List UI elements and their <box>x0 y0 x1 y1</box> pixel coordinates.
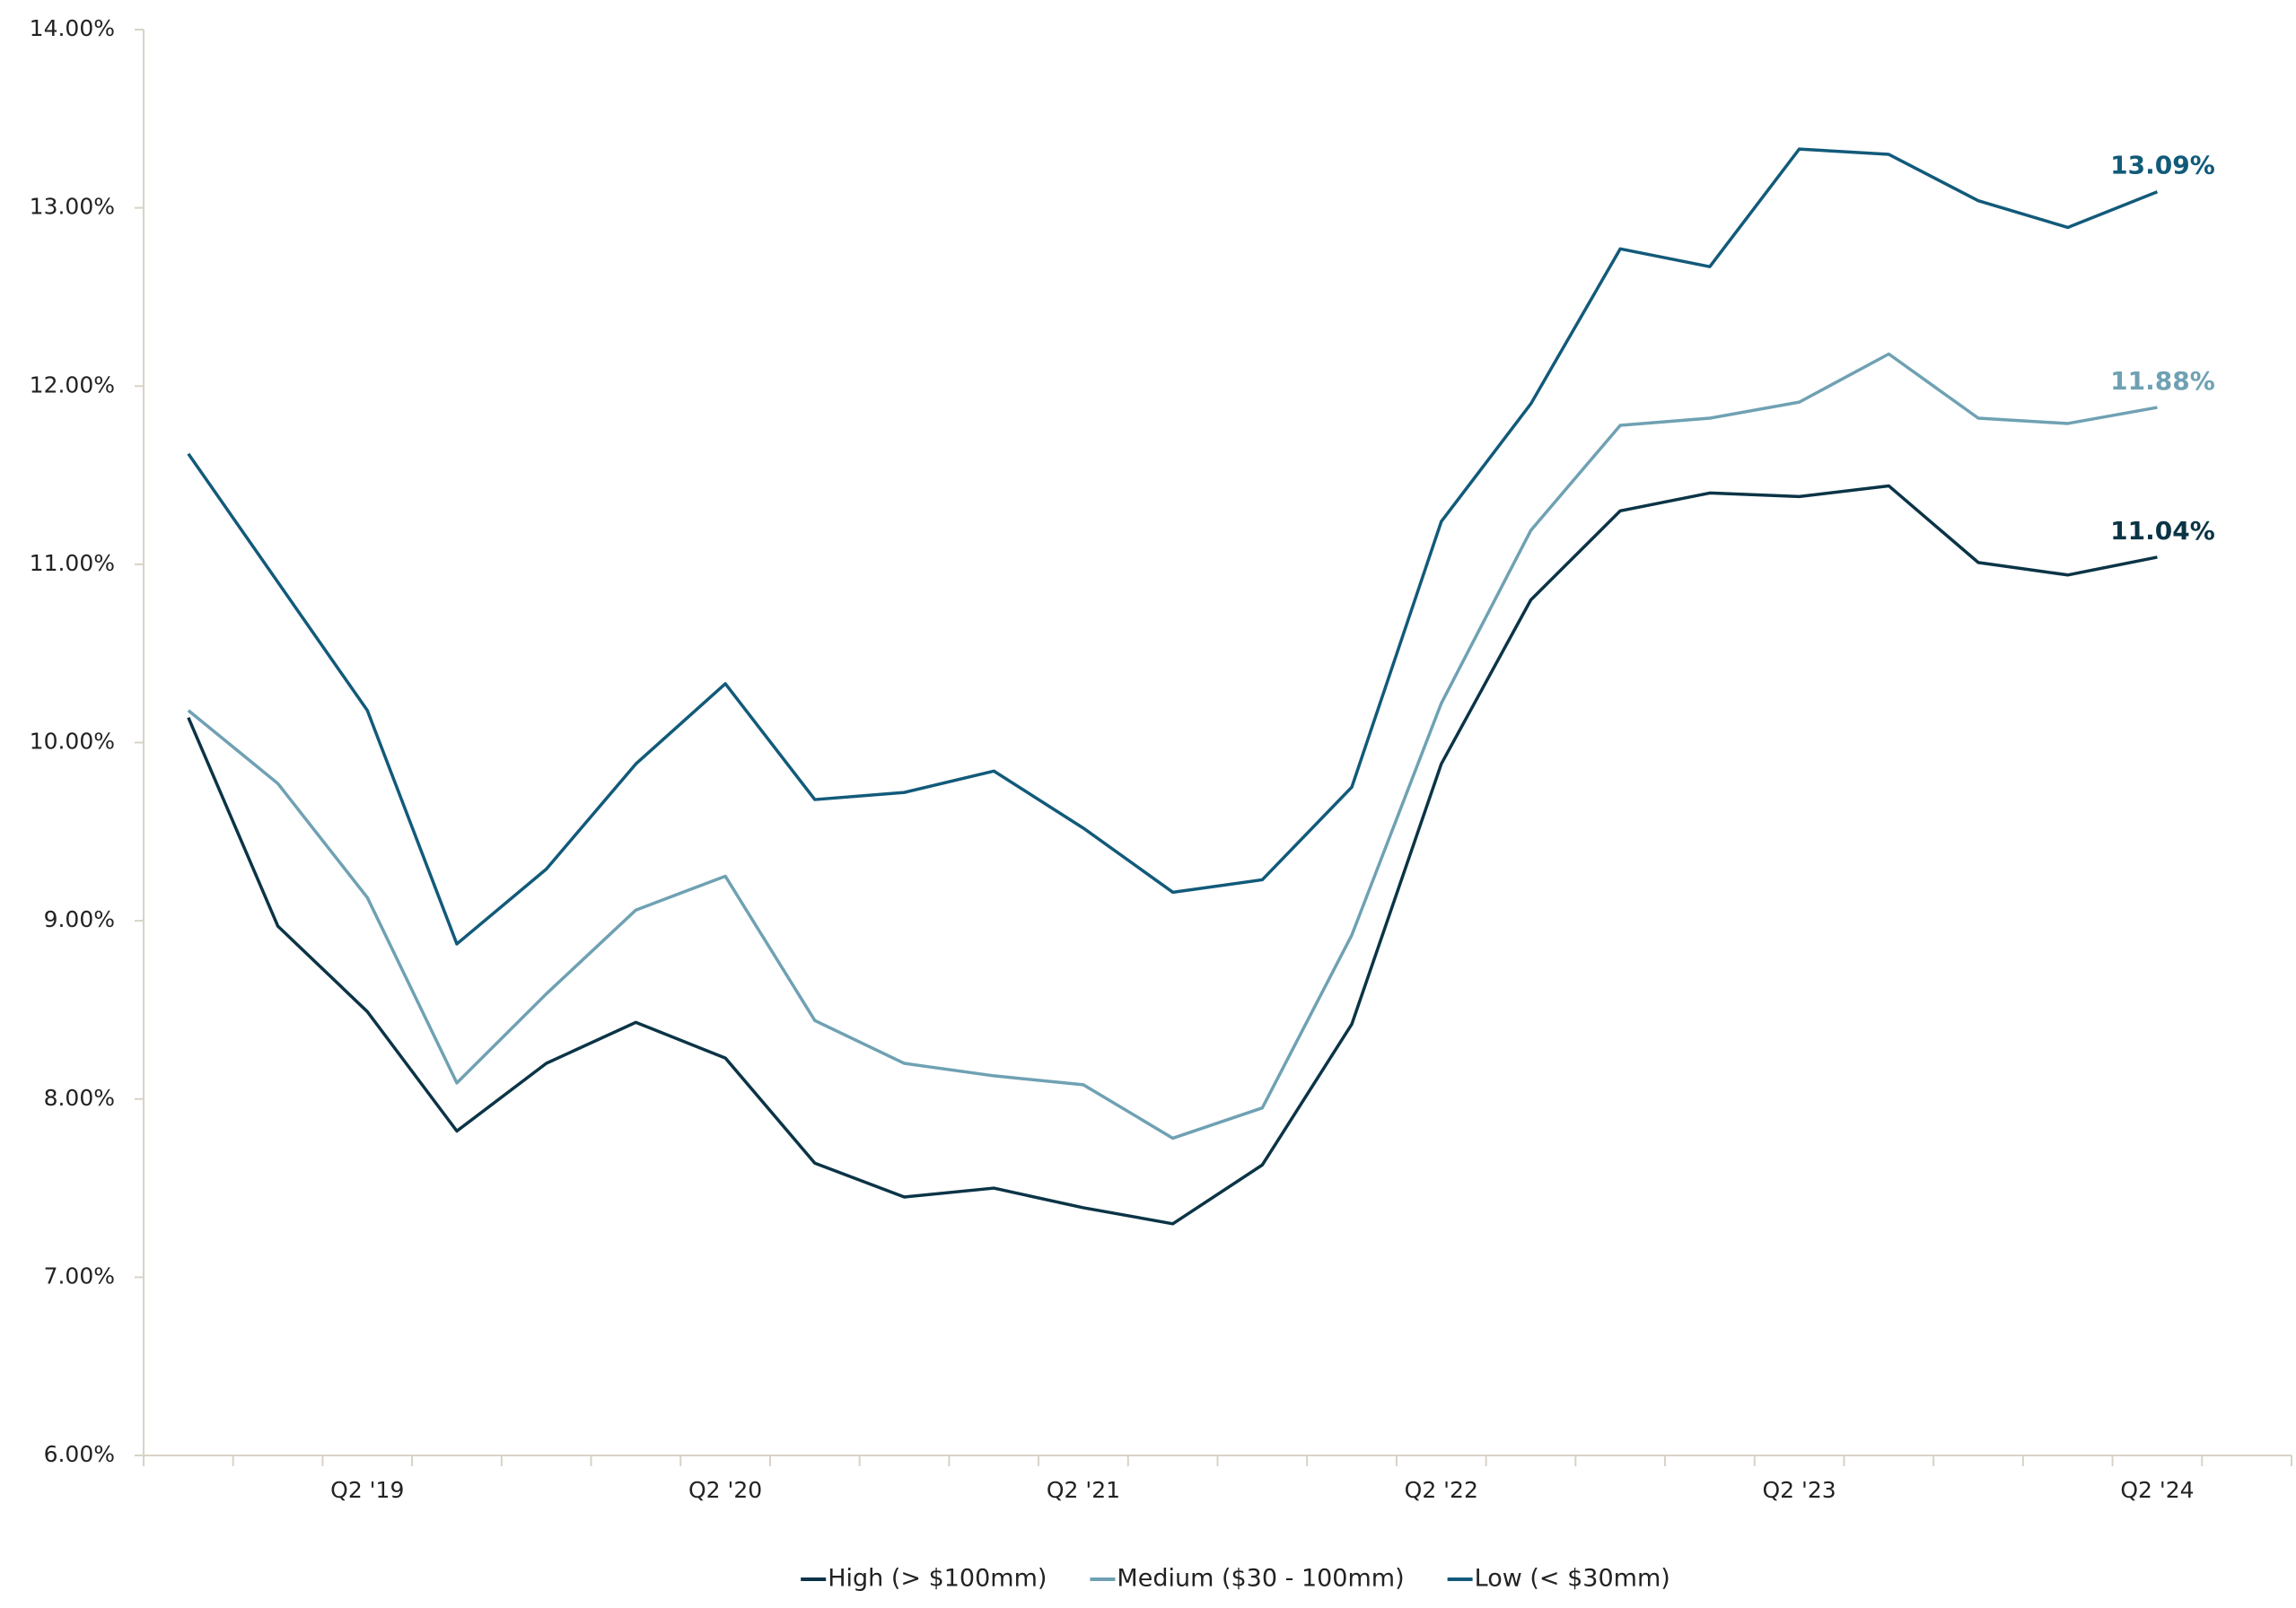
x-tick-label: Q2 '24 <box>2120 1477 2194 1503</box>
x-tick-label: Q2 '19 <box>330 1477 404 1503</box>
y-tick-label: 7.00% <box>44 1263 115 1289</box>
data-label: 13.09% <box>2110 151 2215 180</box>
y-tick-label: 8.00% <box>44 1085 115 1111</box>
x-tick-label: Q2 '23 <box>1762 1477 1836 1503</box>
legend-label: Medium ($30 - 100mm) <box>1117 1565 1404 1593</box>
y-tick-label: 13.00% <box>30 194 115 220</box>
line-series <box>187 484 2158 1226</box>
data-label: 11.04% <box>2110 516 2215 546</box>
x-tick-label: Q2 '22 <box>1405 1477 1478 1503</box>
legend-label: Low (< $30mm) <box>1475 1565 1670 1593</box>
y-tick-label: 11.00% <box>30 550 115 576</box>
y-tick-label: 9.00% <box>44 906 115 932</box>
legend: High (> $100mm) Medium ($30 - 100mm) Low (… <box>801 1565 1670 1593</box>
data-label: 11.88% <box>2110 366 2215 396</box>
line-series <box>187 352 2158 1140</box>
x-tick-label: Q2 '21 <box>1047 1477 1120 1503</box>
legend-label: High (> $100mm) <box>828 1565 1047 1593</box>
y-tick-label: 12.00% <box>30 371 115 398</box>
y-tick-label: 10.00% <box>30 729 115 755</box>
line-series <box>187 147 2159 946</box>
y-tick-label: 6.00% <box>44 1441 115 1467</box>
y-tick-label: 14.00% <box>30 15 115 41</box>
x-tick-label: Q2 '20 <box>688 1477 762 1503</box>
